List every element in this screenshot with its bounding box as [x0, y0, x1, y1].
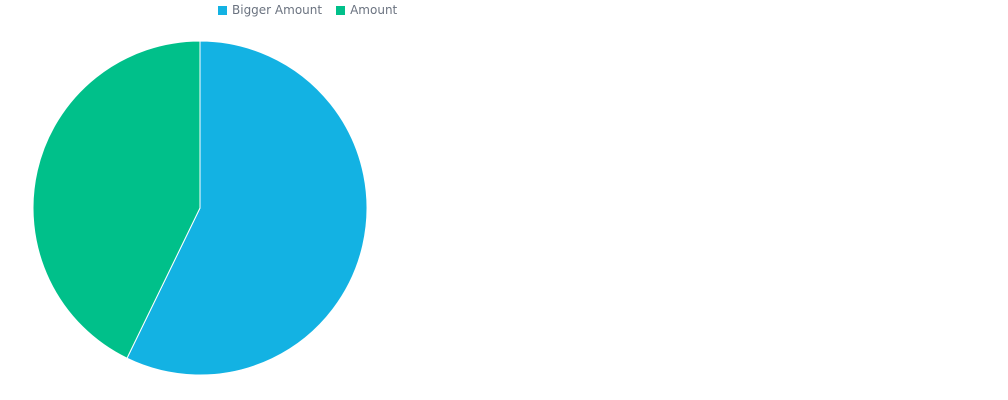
legend-item-amount[interactable]: Amount — [336, 3, 397, 17]
pie-slice-amount[interactable] — [32, 40, 201, 359]
legend-label-bigger-amount: Bigger Amount — [232, 3, 323, 17]
chart-legend: Bigger Amount Amount — [218, 3, 397, 17]
pie-slice-bigger-amount[interactable] — [126, 40, 368, 376]
legend-swatch-bigger-amount — [218, 5, 227, 15]
legend-label-amount: Amount — [350, 3, 398, 17]
legend-item-bigger-amount[interactable]: Bigger Amount — [218, 3, 322, 17]
legend-swatch-amount — [336, 5, 346, 15]
